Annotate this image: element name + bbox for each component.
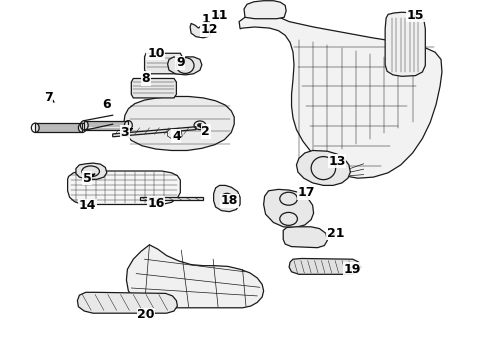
Text: 10: 10 <box>147 47 165 60</box>
Polygon shape <box>68 171 180 204</box>
Text: 17: 17 <box>297 186 315 199</box>
Text: 9: 9 <box>176 57 185 69</box>
Text: 1: 1 <box>201 13 210 30</box>
Text: 4: 4 <box>172 130 181 143</box>
Text: 3: 3 <box>121 126 133 139</box>
Text: 6: 6 <box>102 98 111 111</box>
Polygon shape <box>190 23 212 38</box>
Text: 21: 21 <box>327 227 344 240</box>
Polygon shape <box>35 123 82 132</box>
Polygon shape <box>296 150 350 185</box>
Polygon shape <box>145 53 182 74</box>
Polygon shape <box>77 292 177 313</box>
Polygon shape <box>289 258 361 274</box>
Polygon shape <box>283 227 327 248</box>
Text: 20: 20 <box>137 309 155 321</box>
Polygon shape <box>123 96 234 150</box>
Text: 18: 18 <box>220 194 238 207</box>
Text: 8: 8 <box>142 72 150 85</box>
Text: 15: 15 <box>407 9 424 22</box>
Ellipse shape <box>197 123 202 127</box>
Polygon shape <box>113 127 196 137</box>
Polygon shape <box>126 245 264 308</box>
Polygon shape <box>385 12 425 76</box>
Text: 12: 12 <box>201 23 219 36</box>
Text: 5: 5 <box>83 172 95 185</box>
Polygon shape <box>264 189 314 228</box>
Polygon shape <box>244 1 286 19</box>
Polygon shape <box>140 197 203 200</box>
Polygon shape <box>168 129 182 139</box>
Polygon shape <box>239 15 442 178</box>
Text: 14: 14 <box>78 199 96 212</box>
Polygon shape <box>76 163 107 179</box>
Text: 13: 13 <box>328 155 346 168</box>
Text: 7: 7 <box>44 91 54 104</box>
Polygon shape <box>131 78 176 98</box>
Text: 2: 2 <box>200 125 210 138</box>
Text: 16: 16 <box>147 197 165 210</box>
Polygon shape <box>168 57 202 75</box>
Text: 19: 19 <box>343 263 361 276</box>
Text: 11: 11 <box>211 9 228 22</box>
Polygon shape <box>84 121 128 130</box>
Polygon shape <box>214 185 240 212</box>
